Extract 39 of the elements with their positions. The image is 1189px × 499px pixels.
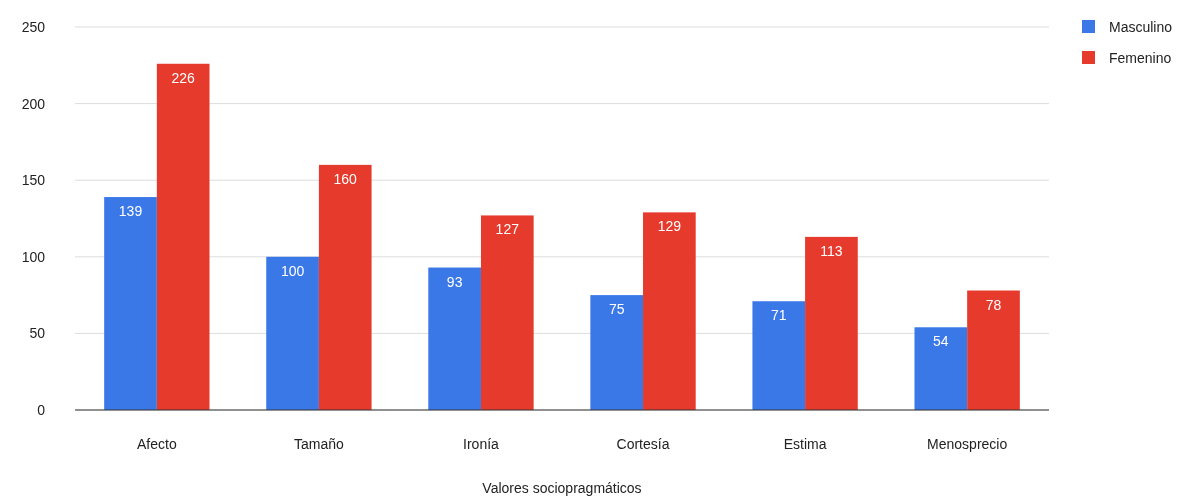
data-label: 160 xyxy=(333,170,358,187)
bar xyxy=(752,301,806,410)
data-label: 75 xyxy=(608,301,625,318)
x-tick-label: Tamaño xyxy=(294,436,345,452)
y-tick-label: 200 xyxy=(21,95,46,112)
bar xyxy=(266,256,319,410)
y-tick-label: 100 xyxy=(21,248,46,265)
x-tick-label: Menosprecio xyxy=(927,436,1008,452)
bar xyxy=(104,197,157,410)
bar xyxy=(914,327,968,410)
bar xyxy=(805,236,858,410)
y-tick-label: 150 xyxy=(21,172,46,189)
data-label: 226 xyxy=(171,69,196,86)
bar xyxy=(643,212,696,410)
data-label: 100 xyxy=(280,262,305,279)
data-label: 71 xyxy=(770,307,787,324)
data-label: 93 xyxy=(446,273,463,290)
x-tick-label: Cortesía xyxy=(616,436,670,452)
legend-label: Masculino xyxy=(1109,18,1173,35)
data-label: 127 xyxy=(495,221,520,238)
y-tick-label: 250 xyxy=(21,18,46,35)
bar xyxy=(967,290,1020,410)
bar xyxy=(318,164,372,410)
y-tick-label: 50 xyxy=(29,325,46,342)
data-label: 113 xyxy=(820,242,843,259)
bar xyxy=(590,295,644,410)
bar xyxy=(480,215,534,410)
x-tick-label: Estima xyxy=(783,436,827,452)
legend-label: Femenino xyxy=(1109,49,1172,66)
data-label: 129 xyxy=(657,218,682,235)
y-tick-label: 0 xyxy=(37,401,46,418)
data-label: 139 xyxy=(118,203,143,220)
data-label: 54 xyxy=(933,333,949,350)
x-tick-label: Afecto xyxy=(136,436,177,452)
x-tick-label: Ironía xyxy=(463,436,500,452)
data-label: 78 xyxy=(985,296,1002,313)
bar xyxy=(428,267,481,410)
bar xyxy=(156,63,210,410)
x-axis-title: Valores sociopragmáticos xyxy=(482,480,642,496)
